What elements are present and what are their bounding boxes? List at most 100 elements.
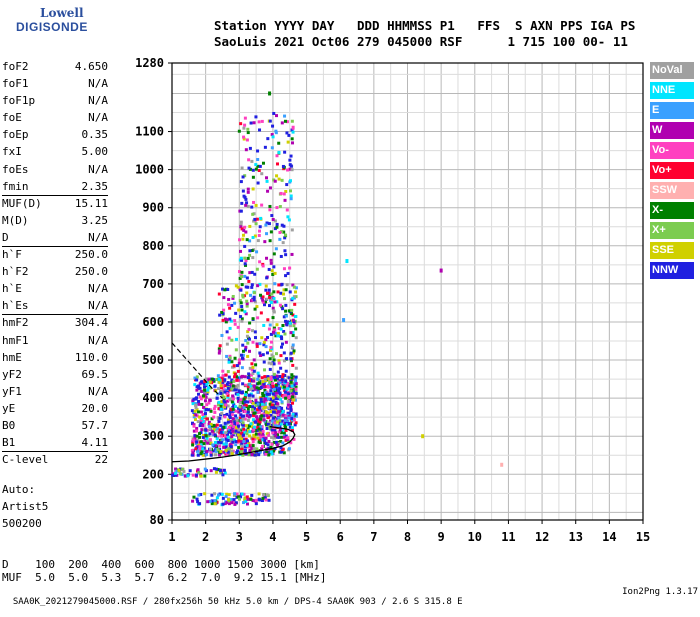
echo-point [228, 410, 232, 414]
echo-point [264, 288, 268, 292]
echo-point [223, 378, 227, 382]
echo-point [216, 435, 220, 439]
echo-point [270, 353, 274, 357]
echo-point [202, 385, 206, 389]
echo-point [281, 241, 285, 245]
echo-point [269, 413, 273, 417]
echo-point [239, 495, 243, 499]
echo-point [242, 404, 246, 408]
echo-point [288, 179, 292, 183]
echo-point [214, 428, 218, 432]
echo-point [271, 431, 275, 435]
echo-point [275, 420, 279, 424]
echo-point [206, 408, 210, 412]
echo-point [173, 471, 177, 475]
echo-point [239, 256, 243, 260]
echo-point [243, 445, 247, 449]
echo-point [251, 388, 255, 392]
echo-point [271, 396, 275, 400]
y-tick-label: 1100 [135, 125, 164, 139]
echo-point [278, 374, 282, 378]
echo-point [246, 190, 250, 194]
echo-point [269, 332, 273, 336]
echo-point [259, 417, 263, 421]
echo-point [243, 274, 247, 278]
echo-point [258, 408, 262, 412]
echo-point [237, 445, 241, 449]
echo-point [278, 425, 282, 429]
echo-point [205, 449, 209, 453]
echo-point [239, 413, 243, 417]
echo-point [179, 467, 183, 471]
echo-point [226, 404, 230, 408]
echo-point [240, 317, 244, 321]
x-tick-label: 8 [404, 530, 411, 544]
echo-point [243, 174, 247, 178]
echo-point [249, 424, 253, 428]
muf-table: D 100 200 400 600 800 1000 1500 3000 [km… [2, 558, 327, 584]
echo-point [251, 386, 255, 390]
echo-point [263, 240, 267, 244]
echo-point [219, 441, 223, 445]
echo-point [239, 180, 243, 184]
echo-point [291, 343, 295, 347]
echo-point [280, 450, 284, 454]
echo-point [279, 291, 283, 295]
echo-point [252, 121, 256, 125]
echo-point [278, 391, 282, 395]
echo-point [259, 385, 263, 389]
echo-point [270, 442, 274, 446]
echo-point [276, 409, 280, 413]
echo-point [287, 414, 291, 418]
echo-point [234, 443, 238, 447]
echo-point [261, 262, 265, 266]
echo-point [191, 499, 195, 503]
echo-point [285, 208, 289, 212]
echo-point [240, 319, 244, 323]
echo-point [285, 357, 289, 361]
echo-point [209, 469, 213, 473]
echo-point [216, 427, 220, 431]
echo-point [222, 450, 226, 454]
echo-point [199, 397, 203, 401]
param-value: N/A [88, 333, 108, 347]
echo-point [223, 390, 227, 394]
echo-point [245, 201, 249, 205]
y-tick-label: 1280 [135, 56, 164, 70]
echo-point [252, 200, 256, 204]
echo-point [246, 410, 250, 414]
echo-point [255, 342, 259, 346]
echo-point [265, 411, 269, 415]
echo-point [244, 390, 248, 394]
echo-point [228, 356, 232, 360]
echo-point [220, 333, 224, 337]
echo-point [224, 320, 228, 324]
echo-point [205, 428, 209, 432]
echo-point [196, 420, 200, 424]
echo-point [234, 501, 238, 505]
echo-point [219, 407, 223, 411]
echo-point [251, 175, 255, 179]
echo-point [233, 422, 237, 426]
dashed-trace [171, 342, 223, 399]
echo-point [250, 299, 254, 303]
echo-point [245, 302, 249, 306]
echo-point [250, 205, 254, 209]
echo-point [256, 377, 260, 381]
echo-point [228, 414, 232, 418]
echo-point [232, 388, 236, 392]
echo-point [258, 164, 262, 168]
param-row-fmin: fmin 2.35 [2, 178, 108, 195]
echo-point [251, 405, 255, 409]
echo-point [271, 306, 275, 310]
echo-point [286, 419, 290, 423]
echo-point [231, 405, 235, 409]
echo-point [213, 410, 217, 414]
echo-point [195, 426, 199, 430]
echo-point [209, 441, 213, 445]
echo-point [257, 381, 261, 385]
echo-point [236, 433, 240, 437]
echo-point [278, 381, 282, 385]
echo-point [240, 304, 244, 308]
echo-point [200, 389, 204, 393]
